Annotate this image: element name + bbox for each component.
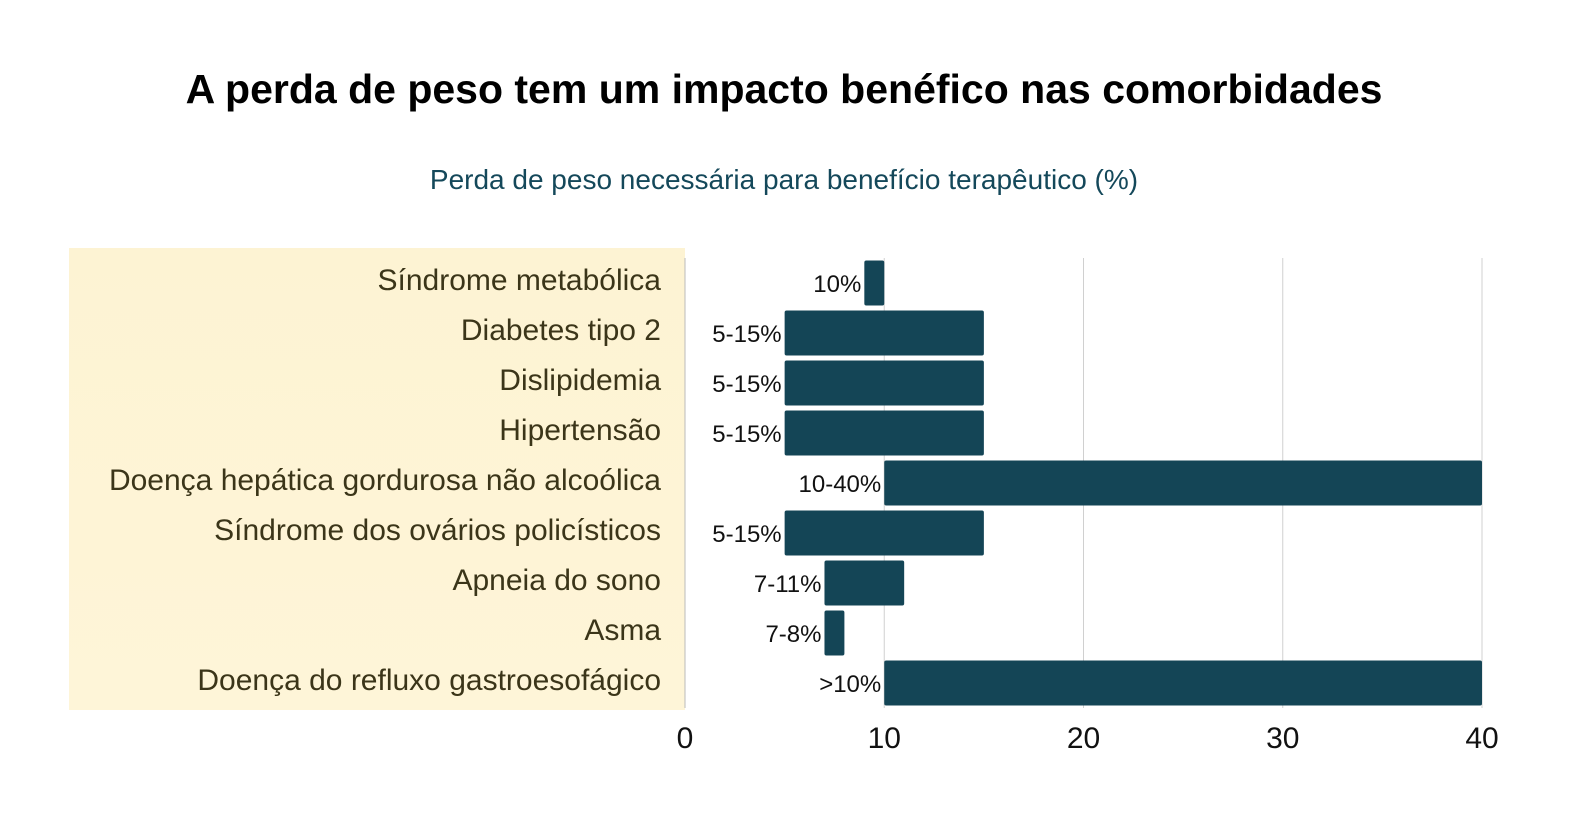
x-tick-label: 40 <box>1465 722 1498 755</box>
x-tick-label: 30 <box>1266 722 1299 755</box>
bar <box>784 310 984 356</box>
data-labels: 10% 5-15% 5-15% 5-15% 10-40% 5-15% 7-11% 7-8% >1… <box>712 271 881 698</box>
bar-data-label: 5-15% <box>712 321 781 348</box>
bar-data-label: 10-40% <box>799 471 882 498</box>
chart-title: A perda de peso tem um impacto benéfico … <box>185 66 1383 112</box>
category-label: Doença do refluxo gastroesofágico <box>197 664 661 697</box>
bar-data-label: 5-15% <box>712 521 781 548</box>
chart-subtitle: Perda de peso necessária para benefício … <box>429 164 1139 195</box>
x-axis-ticks: 0 10 20 30 40 <box>677 722 1499 755</box>
category-label: Síndrome metabólica <box>377 264 661 297</box>
category-label: Dislipidemia <box>499 364 661 397</box>
x-tick-label: 0 <box>677 722 694 755</box>
bar <box>884 660 1482 706</box>
bar-data-label: >10% <box>819 671 881 698</box>
category-label: Síndrome dos ovários policísticos <box>214 514 661 547</box>
bars <box>784 260 1482 706</box>
bar <box>784 510 984 556</box>
bar <box>864 260 885 306</box>
bar-data-label: 5-15% <box>712 421 781 448</box>
bar <box>824 610 845 656</box>
bar <box>824 560 905 606</box>
category-label: Diabetes tipo 2 <box>460 314 661 347</box>
bar <box>884 460 1482 506</box>
x-tick-label: 10 <box>868 722 901 755</box>
category-label: Doença hepática gordurosa não alcoólica <box>108 464 661 497</box>
bar-data-label: 5-15% <box>712 371 781 398</box>
category-label: Asma <box>584 614 661 647</box>
bar-data-label: 7-11% <box>754 571 822 598</box>
bar-data-label: 10% <box>813 271 861 298</box>
bar <box>784 410 984 456</box>
bar <box>784 360 984 406</box>
bar-data-label: 7-8% <box>765 621 821 648</box>
category-label-panel: Síndrome metabólica Diabetes tipo 2 Dislip… <box>69 248 685 710</box>
x-tick-label: 20 <box>1067 722 1100 755</box>
category-label: Apneia do sono <box>452 564 661 597</box>
category-label: Hipertensão <box>499 414 661 447</box>
